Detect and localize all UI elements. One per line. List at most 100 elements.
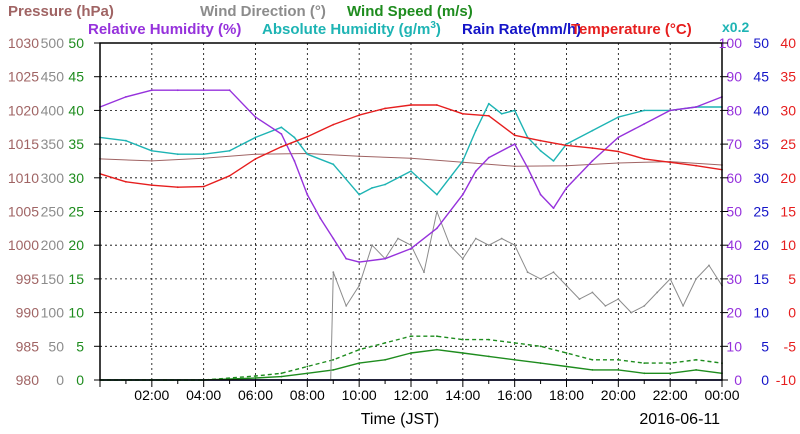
- data-point: [345, 305, 348, 307]
- data-point: [526, 166, 529, 169]
- tick-wind-speed: 30: [68, 170, 84, 186]
- data-point: [306, 193, 309, 196]
- tick-temp: -5: [784, 338, 797, 354]
- data-point: [474, 170, 477, 173]
- data-point: [150, 160, 153, 162]
- data-point: [384, 107, 386, 110]
- x-tick-label: 16:00: [497, 387, 532, 403]
- data-point: [695, 164, 697, 167]
- tick-rel-hum: 100: [719, 35, 743, 51]
- data-point: [669, 161, 672, 164]
- data-point: [669, 362, 672, 364]
- data-point: [371, 244, 373, 247]
- data-point: [332, 358, 335, 361]
- series-wind-speed-m-s: [100, 349, 723, 381]
- x-tick-label: 14:00: [445, 387, 480, 403]
- data-point: [630, 311, 633, 314]
- tick-wind-speed: 20: [68, 237, 84, 253]
- tick-wind-dir: 500: [41, 35, 65, 51]
- tick-temp: 10: [780, 237, 796, 253]
- tick-rel-hum: 30: [726, 271, 742, 287]
- data-point: [539, 193, 542, 196]
- data-point: [643, 372, 646, 375]
- tick-temp: 20: [780, 170, 796, 186]
- tick-rain: 5: [761, 338, 769, 354]
- x-axis-label: Time (JST): [361, 411, 440, 428]
- data-point: [643, 305, 646, 307]
- tick-wind-dir: 0: [56, 372, 64, 388]
- data-point: [565, 187, 568, 189]
- data-point: [228, 89, 231, 92]
- data-point: [461, 352, 464, 354]
- data-point: [150, 184, 153, 187]
- data-point: [591, 147, 594, 150]
- legend-abs-hum: Absolute Humidity (g/m3): [262, 20, 441, 38]
- tick-rel-hum: 20: [726, 305, 742, 321]
- data-point: [591, 129, 594, 132]
- tick-rain: 45: [753, 69, 769, 85]
- data-point: [436, 227, 438, 230]
- data-point: [500, 237, 503, 240]
- data-point: [617, 150, 620, 153]
- tick-rel-hum: 80: [726, 102, 742, 118]
- legend-row-2: Relative Humidity (%) Absolute Humidity (…: [88, 20, 692, 38]
- tick-wind-speed: 35: [68, 136, 84, 152]
- data-point: [565, 143, 568, 146]
- data-point: [617, 298, 620, 300]
- data-point: [280, 133, 283, 135]
- tick-pressure: 1015: [8, 136, 39, 152]
- data-point: [436, 335, 438, 338]
- data-point: [293, 136, 296, 139]
- tick-wind-dir: 350: [41, 136, 65, 152]
- data-point: [254, 136, 257, 139]
- data-point: [695, 278, 697, 280]
- data-point: [125, 96, 127, 98]
- tick-wind-speed: 0: [76, 372, 84, 388]
- data-point: [436, 104, 438, 106]
- data-point: [513, 358, 516, 361]
- data-point: [513, 165, 516, 168]
- tick-rel-hum: 10: [726, 338, 742, 354]
- data-point: [682, 305, 684, 307]
- data-point: [280, 372, 283, 375]
- tick-wind-dir: 150: [41, 271, 65, 287]
- tick-temp: 40: [780, 35, 796, 51]
- data-point: [410, 352, 412, 354]
- data-point: [202, 89, 205, 92]
- x-tick-label: 10:00: [342, 387, 377, 403]
- tick-wind-speed: 5: [76, 338, 84, 354]
- data-point: [280, 145, 283, 148]
- data-point: [656, 291, 659, 294]
- data-point: [513, 109, 516, 112]
- legend-temp: Temperature (°C): [571, 21, 692, 38]
- legend-pressure: Pressure (hPa): [8, 3, 114, 20]
- data-point: [695, 369, 697, 371]
- tick-pressure: 980: [16, 372, 40, 388]
- data-point: [617, 358, 620, 361]
- data-point: [708, 264, 710, 267]
- x-tick-label: 04:00: [186, 387, 221, 403]
- data-point: [695, 106, 697, 108]
- data-point: [565, 365, 568, 368]
- data-point: [643, 123, 646, 125]
- tick-wind-dir: 50: [48, 338, 64, 354]
- tick-rel-hum: 70: [726, 136, 742, 152]
- data-point: [552, 207, 555, 210]
- data-point: [436, 210, 438, 213]
- data-point: [487, 156, 490, 159]
- data-point: [539, 278, 542, 280]
- data-point: [293, 160, 296, 162]
- tick-rel-hum: 40: [726, 237, 742, 253]
- legend-wind-speed: Wind Speed (m/s): [347, 3, 473, 20]
- data-point: [410, 157, 412, 160]
- data-point: [306, 372, 309, 375]
- data-point: [358, 155, 361, 158]
- tick-rain: 0: [761, 372, 769, 388]
- data-point: [487, 114, 490, 117]
- data-point: [202, 157, 205, 160]
- data-point: [643, 109, 646, 112]
- data-point: [254, 377, 257, 379]
- date-label: 2016-06-11: [639, 411, 720, 428]
- data-point: [332, 123, 335, 126]
